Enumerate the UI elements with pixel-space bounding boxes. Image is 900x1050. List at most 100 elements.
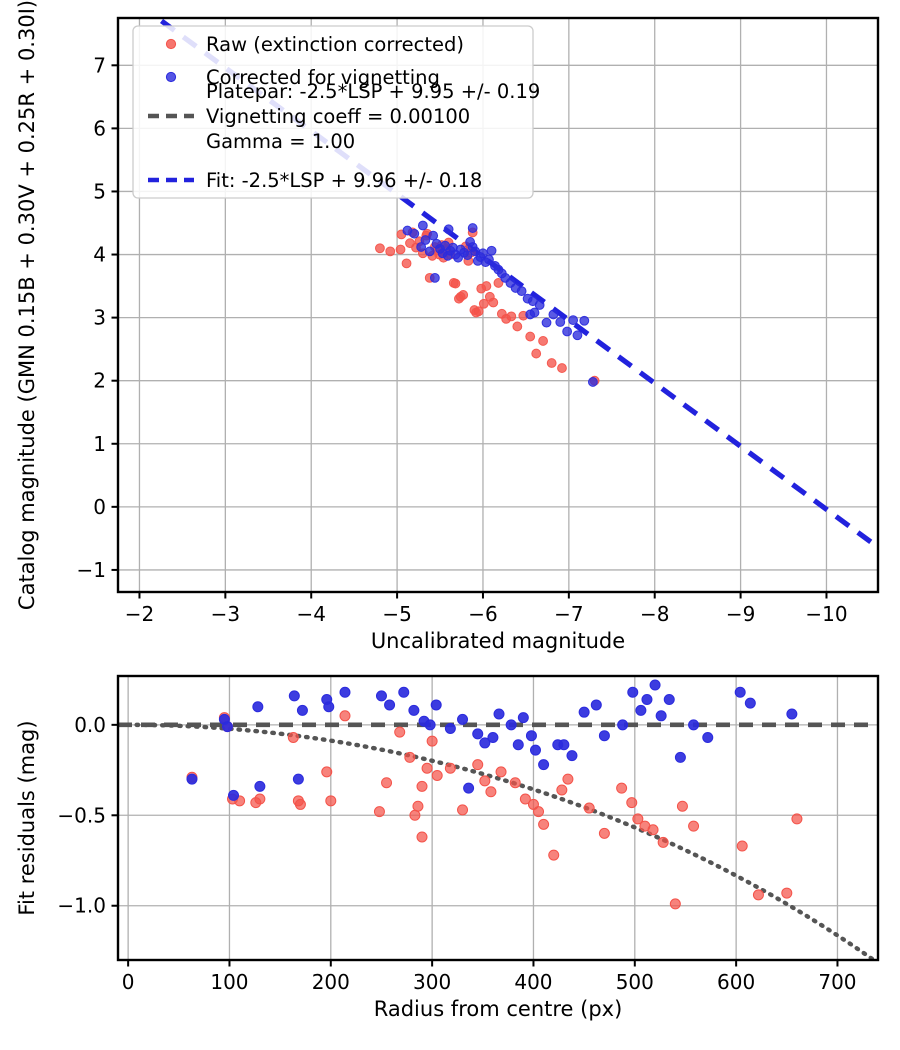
data-point	[457, 804, 469, 816]
data-point	[398, 686, 410, 698]
data-point	[493, 708, 505, 720]
legend-label: Gamma = 1.00	[206, 130, 355, 153]
data-point	[525, 331, 536, 342]
data-point	[529, 307, 540, 318]
data-point	[655, 710, 667, 722]
data-point	[688, 719, 700, 731]
data-point	[517, 712, 529, 724]
data-point	[431, 769, 443, 781]
data-point	[292, 773, 304, 785]
y-tick-label: 7	[93, 53, 106, 77]
x-tick-label: 400	[514, 970, 552, 994]
data-point	[408, 704, 420, 716]
data-point	[791, 813, 803, 825]
data-point	[228, 789, 240, 801]
data-point	[534, 300, 545, 310]
y-tick-label: 3	[93, 306, 106, 330]
data-point	[417, 220, 428, 231]
data-point	[321, 766, 333, 778]
series-corrected-points	[402, 220, 598, 387]
data-point	[744, 697, 756, 709]
x-tick-label: −9	[726, 602, 755, 626]
data-point	[485, 786, 497, 798]
data-point	[688, 820, 700, 832]
x-tick-label: 600	[717, 970, 755, 994]
data-point	[548, 309, 559, 320]
data-point	[562, 773, 574, 785]
data-point	[509, 777, 521, 789]
data-point	[538, 336, 548, 346]
data-point	[587, 377, 598, 387]
data-point	[548, 849, 560, 861]
data-point	[525, 730, 537, 742]
data-point	[450, 278, 461, 289]
data-point	[669, 898, 681, 910]
fit-residuals-plot: 0 100 200 300 400 500 600 700 0.0 −0.5 −1.0 Radius …	[15, 674, 880, 1021]
x-tick-label: 300	[413, 970, 451, 994]
legend-entry[interactable]: Platepar: -2.5*LSP + 9.95 +/- 0.19Vignet…	[148, 80, 540, 153]
data-point	[444, 762, 456, 774]
legend-entry[interactable]: Fit: -2.5*LSP + 9.96 +/- 0.18	[148, 169, 482, 192]
data-point	[221, 721, 233, 733]
data-point	[566, 750, 578, 762]
data-point	[473, 306, 484, 317]
y-tick-label: −1.0	[57, 894, 106, 918]
data-point	[288, 690, 300, 702]
data-point	[487, 732, 499, 743]
x-axis-label: Radius from centre (px)	[374, 997, 623, 1021]
data-point	[493, 278, 504, 288]
data-point	[736, 840, 748, 852]
data-point	[409, 228, 420, 239]
data-point	[486, 245, 497, 256]
legend-entry[interactable]: Raw (extinction corrected)	[165, 33, 464, 56]
photometric-calibration-plot: −2 −3 −4 −5 −6 −7 −8 −9 −10−101234567Uncalibrate…	[15, 0, 880, 653]
legend-entry[interactable]: Corrected for vignetting	[165, 66, 440, 89]
residual-corrected-points	[186, 679, 798, 801]
data-point	[424, 719, 436, 731]
y-tick-label: −1	[77, 558, 106, 582]
data-point	[533, 806, 545, 818]
data-point	[734, 686, 746, 698]
x-tick-label: −10	[805, 602, 847, 626]
data-point	[430, 699, 442, 711]
x-tick-label: 100	[210, 970, 248, 994]
data-point	[598, 730, 610, 742]
x-tick-label: −2	[125, 602, 154, 626]
data-point	[424, 246, 435, 257]
data-point	[375, 243, 385, 254]
y-tick-label: −0.5	[57, 803, 106, 827]
data-point	[590, 699, 602, 711]
data-point	[568, 315, 579, 326]
data-point	[484, 254, 494, 265]
x-tick-label: −4	[296, 602, 325, 626]
data-point	[296, 704, 308, 716]
data-point	[294, 798, 306, 810]
data-point	[538, 818, 550, 830]
y-tick-label: 0	[93, 495, 106, 519]
data-point	[505, 719, 517, 731]
data-point	[478, 298, 489, 309]
data-point	[529, 744, 541, 756]
data-point	[649, 679, 661, 691]
data-point	[512, 739, 524, 751]
data-point	[428, 230, 439, 241]
data-point	[429, 272, 440, 283]
legend-marker-dot	[165, 71, 177, 83]
data-point	[781, 887, 793, 899]
data-point	[416, 780, 428, 792]
data-point	[416, 242, 427, 252]
legend-box	[132, 25, 534, 199]
x-tick-label: −3	[211, 602, 240, 626]
data-point	[578, 706, 590, 718]
x-tick-label: 200	[312, 970, 350, 994]
data-point	[426, 735, 438, 747]
x-tick-label: −6	[468, 602, 497, 626]
data-point	[598, 827, 610, 839]
data-point	[339, 686, 351, 698]
y-tick-label: 5	[93, 179, 106, 203]
data-point	[416, 831, 428, 843]
data-point	[674, 751, 686, 763]
data-point	[519, 793, 531, 805]
data-point	[472, 728, 484, 740]
